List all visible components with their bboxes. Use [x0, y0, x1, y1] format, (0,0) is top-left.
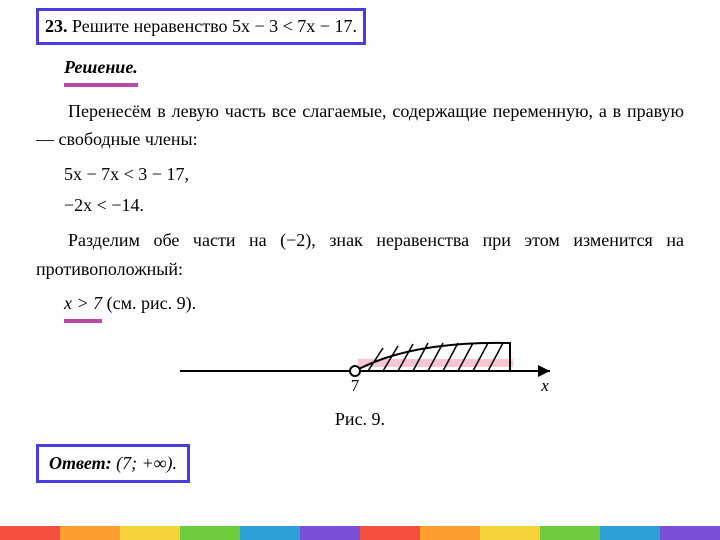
answer-label: Ответ: [49, 453, 112, 473]
problem-number: 23. [45, 16, 68, 36]
paragraph-1: Перенесём в левую часть все слагаемые, с… [36, 97, 684, 155]
figure-9: 7 x Рис. 9. [36, 331, 684, 434]
equation-1: 5x − 7x < 3 − 17, [64, 160, 684, 189]
equation-3: x > 7 [64, 289, 102, 323]
worksheet-content: 23. Решите неравенство 5x − 3 < 7x − 17.… [0, 0, 720, 483]
paragraph-2: Разделим обе части на (−2), знак неравен… [36, 226, 684, 284]
equation-3-ref: (см. рис. 9). [107, 293, 197, 313]
problem-box: 23. Решите неравенство 5x − 3 < 7x − 17. [36, 8, 366, 45]
figure-caption: Рис. 9. [335, 405, 385, 434]
number-line-svg: 7 x [150, 331, 570, 401]
answer-row: Ответ: (7; +∞). [36, 444, 684, 483]
equation-2: −2x < −14. [64, 191, 684, 220]
answer-box: Ответ: (7; +∞). [36, 444, 190, 483]
equation-3-row: x > 7 (см. рис. 9). [64, 289, 684, 323]
axis-label: x [540, 376, 549, 395]
solution-heading: Решение. [64, 53, 138, 87]
point-label: 7 [351, 376, 360, 395]
problem-text: Решите неравенство [72, 16, 227, 36]
answer-value: (7; +∞). [116, 453, 177, 473]
decorative-bottom-strip [0, 526, 720, 540]
problem-inequality: 5x − 3 < 7x − 17. [232, 16, 357, 36]
